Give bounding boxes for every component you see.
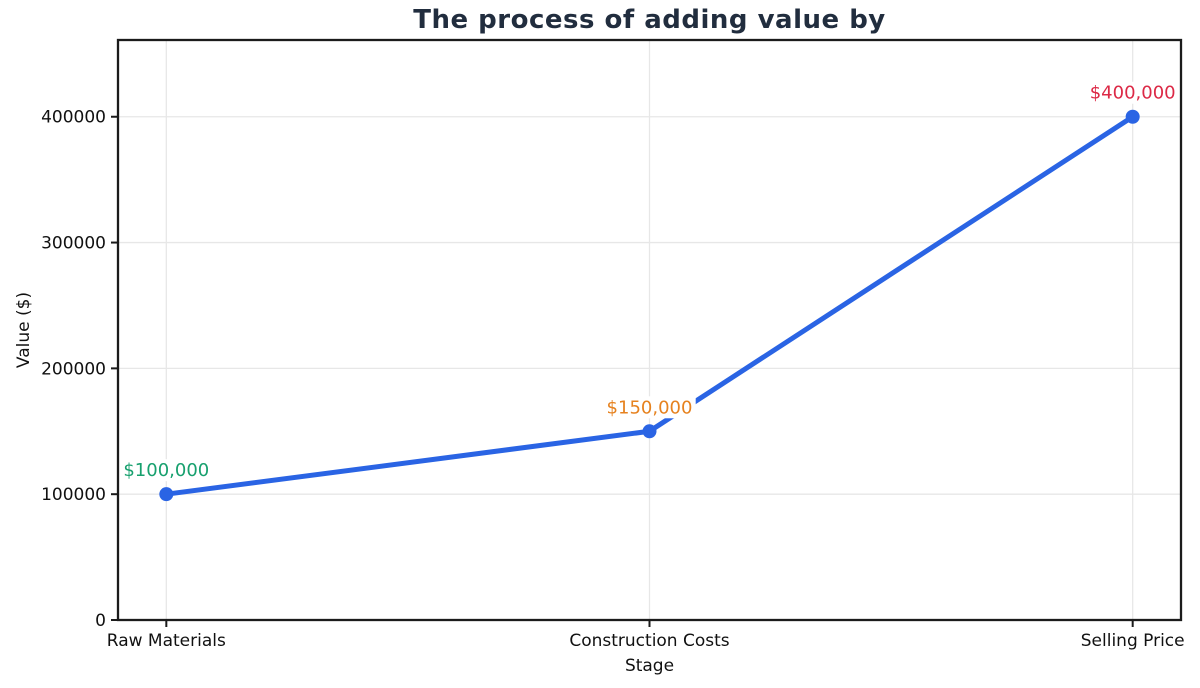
x-axis-label: Stage bbox=[624, 656, 675, 676]
y-tick-label: 0 bbox=[95, 611, 106, 631]
point-annotation: $400,000 bbox=[1090, 83, 1176, 104]
annotation-bbox bbox=[1086, 81, 1179, 104]
y-tick-label: 100000 bbox=[41, 485, 106, 505]
y-tick-label: 400000 bbox=[41, 108, 106, 128]
x-tick-label: Selling Price bbox=[1081, 631, 1185, 651]
point-annotation: $100,000 bbox=[123, 460, 209, 481]
x-tick-label: Construction Costs bbox=[569, 631, 729, 651]
chart-title: The process of adding value by bbox=[413, 5, 886, 35]
y-axis-label: Value ($) bbox=[14, 291, 34, 369]
data-point bbox=[642, 424, 657, 439]
y-tick-label: 200000 bbox=[41, 359, 106, 379]
y-tick-label: 300000 bbox=[41, 234, 106, 254]
annotation-bbox bbox=[120, 459, 213, 482]
plot-border bbox=[116, 38, 1183, 622]
annotation-bbox bbox=[603, 396, 696, 419]
data-point bbox=[159, 487, 174, 502]
x-tick-label: Raw Materials bbox=[107, 631, 226, 651]
point-annotation: $150,000 bbox=[607, 397, 693, 418]
data-point bbox=[1125, 109, 1140, 124]
